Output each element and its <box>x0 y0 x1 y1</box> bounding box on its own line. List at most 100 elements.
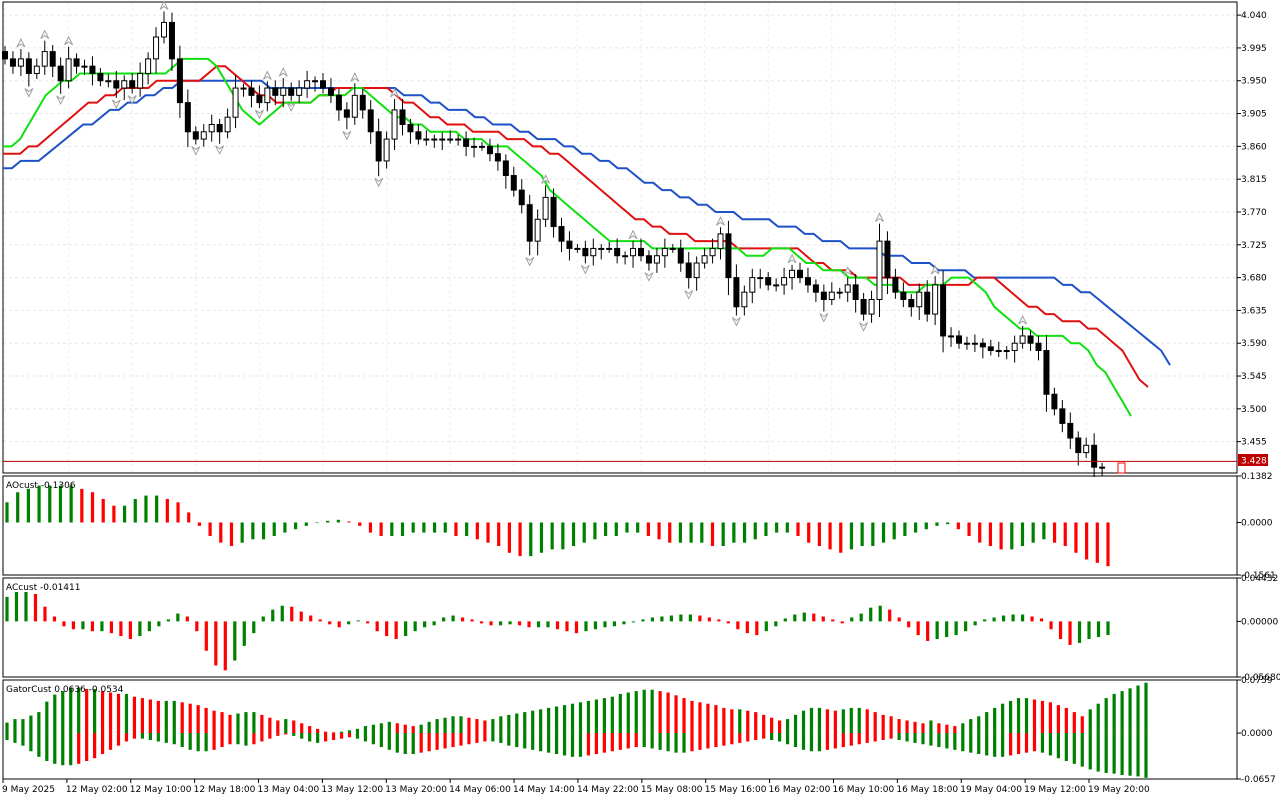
x-tick-label: 19 May 12:00 <box>1024 785 1086 795</box>
gator-upper-bar <box>379 723 383 734</box>
ao-bar <box>37 485 41 523</box>
gator-upper-bar <box>698 702 702 734</box>
gator-lower-bar <box>140 733 145 739</box>
candle-bull <box>717 233 724 249</box>
ao-bar <box>112 505 116 523</box>
candle-bear <box>168 21 175 60</box>
gator-lower-bar <box>53 733 57 764</box>
candle-bear <box>645 255 652 264</box>
candle-bull <box>17 58 24 67</box>
fractal-up-icon <box>843 266 853 276</box>
gator-lower-bar <box>276 733 280 736</box>
gator-upper-bar <box>1080 716 1084 734</box>
candle-bear <box>900 291 907 300</box>
candle-bull <box>542 196 549 220</box>
candle-bull <box>1019 335 1026 344</box>
gator-lower-bar <box>650 733 654 749</box>
candle-bear <box>884 240 891 279</box>
candle-bull <box>836 291 843 294</box>
y-tick-label: 3.860 <box>1241 142 1267 152</box>
candle-bull <box>693 262 700 279</box>
ao-bar <box>155 495 159 523</box>
gator-upper-bar <box>148 699 152 734</box>
ao-bar <box>668 522 672 543</box>
x-tick-label: 13 May 12:00 <box>321 785 383 795</box>
ac-bar <box>821 616 825 622</box>
ao-bar <box>796 522 800 536</box>
y-tick-label: 4.040 <box>1241 11 1267 21</box>
gator-upper-bar <box>1056 705 1060 734</box>
ac-bar <box>33 593 38 622</box>
ac-bar <box>631 621 636 623</box>
ac-bar <box>669 615 673 622</box>
gator-upper-bar <box>124 693 129 734</box>
gator-lower-bar <box>1072 733 1076 764</box>
gator-lower-bar <box>69 733 73 766</box>
gator-lower-bar <box>37 733 41 757</box>
candle-bear <box>979 342 986 348</box>
gator-upper-bar <box>1128 688 1132 734</box>
ac-bar <box>926 621 930 641</box>
gator-upper-bar <box>539 709 543 734</box>
ac-bar <box>128 621 132 640</box>
gator-upper-bar <box>985 712 989 734</box>
gator-y-tick-label: 0.0759 <box>1241 676 1273 686</box>
gator-lower-bar <box>1112 733 1116 774</box>
candle-bull <box>741 291 748 308</box>
ao-bar <box>604 522 608 536</box>
gator-lower-bar <box>507 733 511 746</box>
fractal-down-icon <box>644 272 654 282</box>
candle-bear <box>25 58 32 74</box>
x-tick-label: 16 May 10:00 <box>832 785 894 795</box>
gator-upper-bar <box>483 720 487 734</box>
ac-bar <box>432 621 436 626</box>
gator-upper-bar <box>618 693 622 734</box>
gator-upper-bar <box>849 707 853 734</box>
ac-y-tick-label: -0.05680 <box>1241 673 1280 683</box>
candle-bull <box>1083 444 1090 454</box>
candles <box>2 11 1106 478</box>
y-tick-label: 3.905 <box>1241 110 1267 120</box>
gator-upper-bar <box>642 689 646 734</box>
ac-bar <box>366 621 370 624</box>
candle-bear <box>908 298 915 308</box>
gator-upper-bar <box>1072 712 1076 734</box>
fractal-up-icon <box>875 212 884 223</box>
gator-lower-bar <box>403 733 407 755</box>
ao-bar <box>358 522 362 526</box>
gator-upper-bar <box>172 700 176 734</box>
fractal-down-icon <box>286 102 296 112</box>
gator-lower-bar <box>833 733 837 749</box>
candle-bear <box>765 277 772 286</box>
alligator-teeth-line <box>3 65 1149 388</box>
candle-bull <box>781 277 788 286</box>
ao-bar <box>625 522 629 533</box>
candle-bull <box>868 298 875 315</box>
gator-lower-bar <box>467 733 471 745</box>
ac-bar <box>318 619 322 622</box>
gator-lower-bar <box>961 733 965 752</box>
candle-bear <box>176 58 183 104</box>
gator-lower-bar <box>849 733 853 746</box>
gator-lower-bar <box>706 733 710 749</box>
ac-bar <box>679 614 683 622</box>
gator-upper-bar <box>1136 685 1140 734</box>
ao-bar <box>892 522 896 540</box>
gator-lower-bar <box>674 733 678 753</box>
candle-bull <box>661 247 668 257</box>
ac-bar <box>517 621 522 626</box>
gator-lower-bar <box>29 733 33 752</box>
candle-bear <box>415 131 422 140</box>
x-tick-label: 12 May 18:00 <box>194 785 256 795</box>
candle-bear <box>1043 350 1050 395</box>
fractal-down-icon <box>684 290 694 300</box>
candle-bear <box>558 226 565 242</box>
x-tick-label: 16 May 18:00 <box>896 785 958 795</box>
gator-upper-bar <box>316 728 320 734</box>
gator-upper-bar <box>817 707 822 734</box>
ao-bar <box>251 522 255 540</box>
gator-lower-bar <box>13 733 17 743</box>
ac-bar <box>489 621 493 626</box>
